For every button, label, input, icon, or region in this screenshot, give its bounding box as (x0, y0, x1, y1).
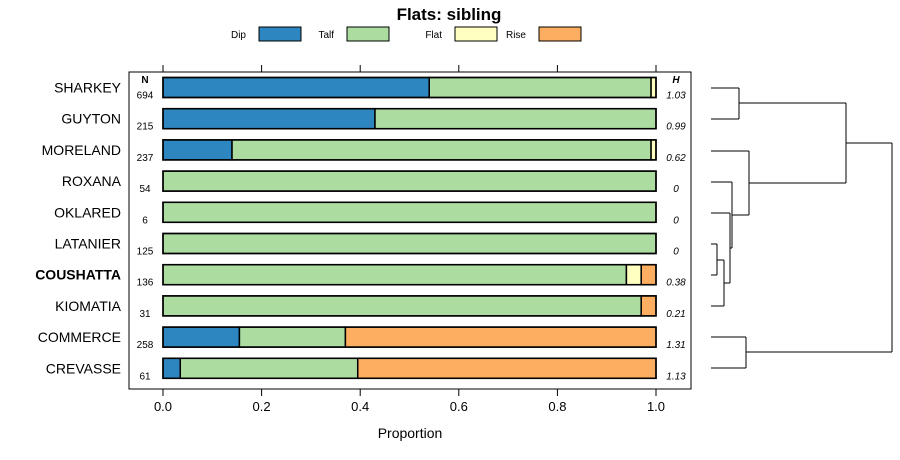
bar-segment-kiomatia-talf (162, 295, 642, 317)
bar-outline-coushatta (162, 263, 657, 286)
x-tick-label-0: 0.0 (154, 399, 172, 414)
row-label-moreland: MORELAND (42, 142, 121, 158)
bar-row-commerce (162, 326, 657, 348)
n-value-kiomatia: 31 (139, 309, 151, 320)
n-value-commerce: 258 (137, 340, 154, 351)
x-tick-label-5: 1.0 (647, 399, 665, 414)
legend-label-dip: Dip (231, 30, 246, 41)
legend-swatch-rise (538, 26, 582, 42)
bar-row-roxana (162, 170, 657, 192)
bar-row-crevasse (162, 357, 657, 380)
bar-segment-coushatta-flat (625, 263, 642, 286)
n-value-latanier: 125 (137, 247, 154, 258)
bar-segment-commerce-talf (238, 326, 347, 348)
bar-segment-crevasse-talf (179, 357, 359, 380)
h-value-oklared: 0 (673, 215, 679, 226)
h-value-crevasse: 1.13 (666, 371, 686, 382)
bars (162, 76, 657, 380)
legend-swatch-dip (258, 26, 302, 42)
x-tick-label-1: 0.2 (253, 399, 271, 414)
bar-segment-sharkey-dip (162, 76, 430, 99)
bar-segment-roxana-talf (162, 170, 657, 192)
bar-row-latanier (162, 232, 657, 255)
x-axis-label: Proportion (378, 425, 443, 441)
bar-outline-latanier (162, 232, 657, 255)
legend-swatch-talf (346, 26, 390, 42)
bar-segment-guyton-talf (374, 107, 657, 130)
legend-label-flat: Flat (425, 30, 442, 41)
bar-segment-moreland-dip (162, 139, 233, 161)
row-label-kiomatia: KIOMATIA (55, 298, 122, 314)
n-header: N (141, 75, 148, 86)
bar-row-kiomatia (162, 295, 657, 317)
bar-row-coushatta (162, 263, 657, 286)
legend-swatch-flat (454, 26, 498, 42)
bar-segment-coushatta-talf (162, 263, 628, 286)
row-labels: SHARKEY 694 1.03 GUYTON 215 0.99 MORELAND 237 0.… (35, 80, 686, 383)
bar-segment-oklared-talf (162, 201, 657, 224)
chart-title: Flats: sibling (397, 5, 502, 24)
bar-row-moreland (162, 139, 657, 161)
h-value-kiomatia: 0.21 (666, 309, 685, 320)
bar-segment-guyton-dip (162, 107, 376, 130)
bar-row-oklared (162, 201, 657, 224)
x-axis: 0.0 0.2 0.4 0.6 0.8 1.0 (154, 65, 665, 414)
bar-segment-kiomatia-rise (640, 295, 657, 317)
h-header: H (672, 75, 680, 86)
plot-frame (128, 71, 692, 390)
bar-outline-roxana (162, 170, 657, 192)
row-label-oklared: OKLARED (54, 204, 121, 220)
bar-row-guyton (162, 107, 657, 130)
row-label-guyton: GUYTON (61, 111, 121, 127)
n-value-roxana: 54 (139, 184, 151, 195)
x-tick-label-3: 0.6 (450, 399, 468, 414)
bar-segment-latanier-talf (162, 232, 657, 255)
n-value-moreland: 237 (137, 153, 154, 164)
x-tick-label-2: 0.4 (351, 399, 369, 414)
bar-segment-commerce-rise (344, 326, 657, 348)
x-tick-label-4: 0.8 (548, 399, 566, 414)
h-value-roxana: 0 (673, 184, 679, 195)
bar-outline-sharkey (162, 76, 657, 99)
bar-segment-moreland-talf (231, 139, 652, 161)
row-label-crevasse: CREVASSE (46, 360, 121, 376)
h-value-guyton: 0.99 (666, 122, 686, 133)
dendrogram (711, 87, 893, 369)
bar-outline-moreland (162, 139, 657, 161)
bar-segment-crevasse-dip (162, 357, 182, 380)
row-label-sharkey: SHARKEY (54, 80, 122, 96)
legend-label-talf: Talf (318, 30, 334, 41)
bar-segment-coushatta-rise (640, 263, 657, 286)
n-value-guyton: 215 (137, 122, 154, 133)
n-value-sharkey: 694 (137, 91, 154, 102)
n-value-coushatta: 136 (137, 278, 154, 289)
bar-outline-crevasse (162, 357, 657, 380)
h-value-coushatta: 0.38 (666, 278, 686, 289)
row-label-roxana: ROXANA (62, 173, 122, 189)
bar-row-sharkey (162, 76, 657, 99)
bar-outline-commerce (162, 326, 657, 348)
bar-outline-guyton (162, 107, 657, 130)
row-label-coushatta: COUSHATTA (35, 267, 121, 283)
bar-outline-oklared (162, 201, 657, 224)
h-value-commerce: 1.31 (666, 340, 685, 351)
h-value-latanier: 0 (673, 247, 679, 258)
h-value-moreland: 0.62 (666, 153, 686, 164)
legend-label-rise: Rise (506, 30, 526, 41)
bar-outline-kiomatia (162, 295, 657, 317)
bar-segment-commerce-dip (162, 326, 241, 348)
h-value-sharkey: 1.03 (666, 91, 686, 102)
n-value-crevasse: 61 (139, 371, 151, 382)
legend: Dip Talf Flat Rise (231, 26, 582, 42)
row-label-commerce: COMMERCE (38, 329, 121, 345)
bar-segment-crevasse-rise (356, 357, 657, 380)
n-value-oklared: 6 (142, 215, 148, 226)
bar-segment-sharkey-talf (428, 76, 652, 99)
row-label-latanier: LATANIER (55, 236, 121, 252)
